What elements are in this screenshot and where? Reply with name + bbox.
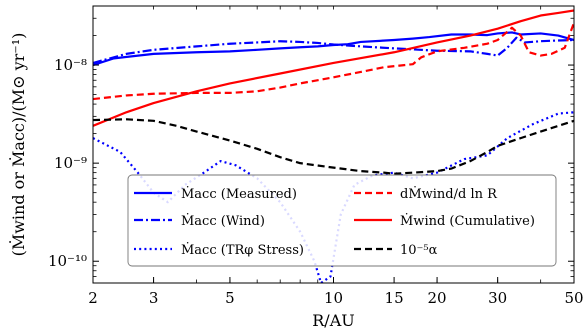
legend-label-1: Ṁacc (Measured) xyxy=(181,185,297,202)
legend-label-4: dṀwind/d ln R xyxy=(400,185,498,202)
x-axis-label: R/AU xyxy=(312,311,354,330)
legend-label-2: Ṁacc (Wind) xyxy=(181,212,265,229)
series-line-2 xyxy=(93,36,574,65)
series-line-4 xyxy=(93,22,574,101)
x-tick-label: 2 xyxy=(88,289,98,307)
x-tick-label: 20 xyxy=(428,289,447,307)
y-tick-label: 10⁻⁹ xyxy=(54,154,87,172)
y-tick-label: 10⁻¹⁰ xyxy=(48,252,87,270)
series-line-6 xyxy=(93,118,574,175)
legend-label-3: Ṁacc (TRφ Stress) xyxy=(181,241,304,258)
y-tick-label: 10⁻⁸ xyxy=(54,56,87,74)
legend-label-5: Ṁwind (Cumulative) xyxy=(400,212,535,229)
series-line-1 xyxy=(93,31,574,67)
x-tick-label: 10 xyxy=(324,289,343,307)
legend-label-6: 10⁻⁵α xyxy=(400,243,438,258)
legend-box xyxy=(127,174,557,267)
x-tick-label: 30 xyxy=(488,289,507,307)
axis-ticks: 2 3 5 10 15 20 30 50 10⁻¹⁰ 10⁻⁹ 10⁻⁸ xyxy=(48,5,584,307)
y-axis-label: (Ṁwind or Ṁacc)/(M⊙ yr⁻¹) xyxy=(8,33,28,257)
x-tick-label: 15 xyxy=(385,289,404,307)
x-tick-label: 5 xyxy=(225,289,235,307)
legend: Ṁacc (Measured) Ṁacc (Wind) Ṁacc (TRφ Stre… xyxy=(127,174,557,267)
x-tick-label: 50 xyxy=(564,289,583,307)
x-tick-label: 3 xyxy=(149,289,159,307)
series-layer xyxy=(93,9,574,283)
series-line-5 xyxy=(93,9,574,127)
